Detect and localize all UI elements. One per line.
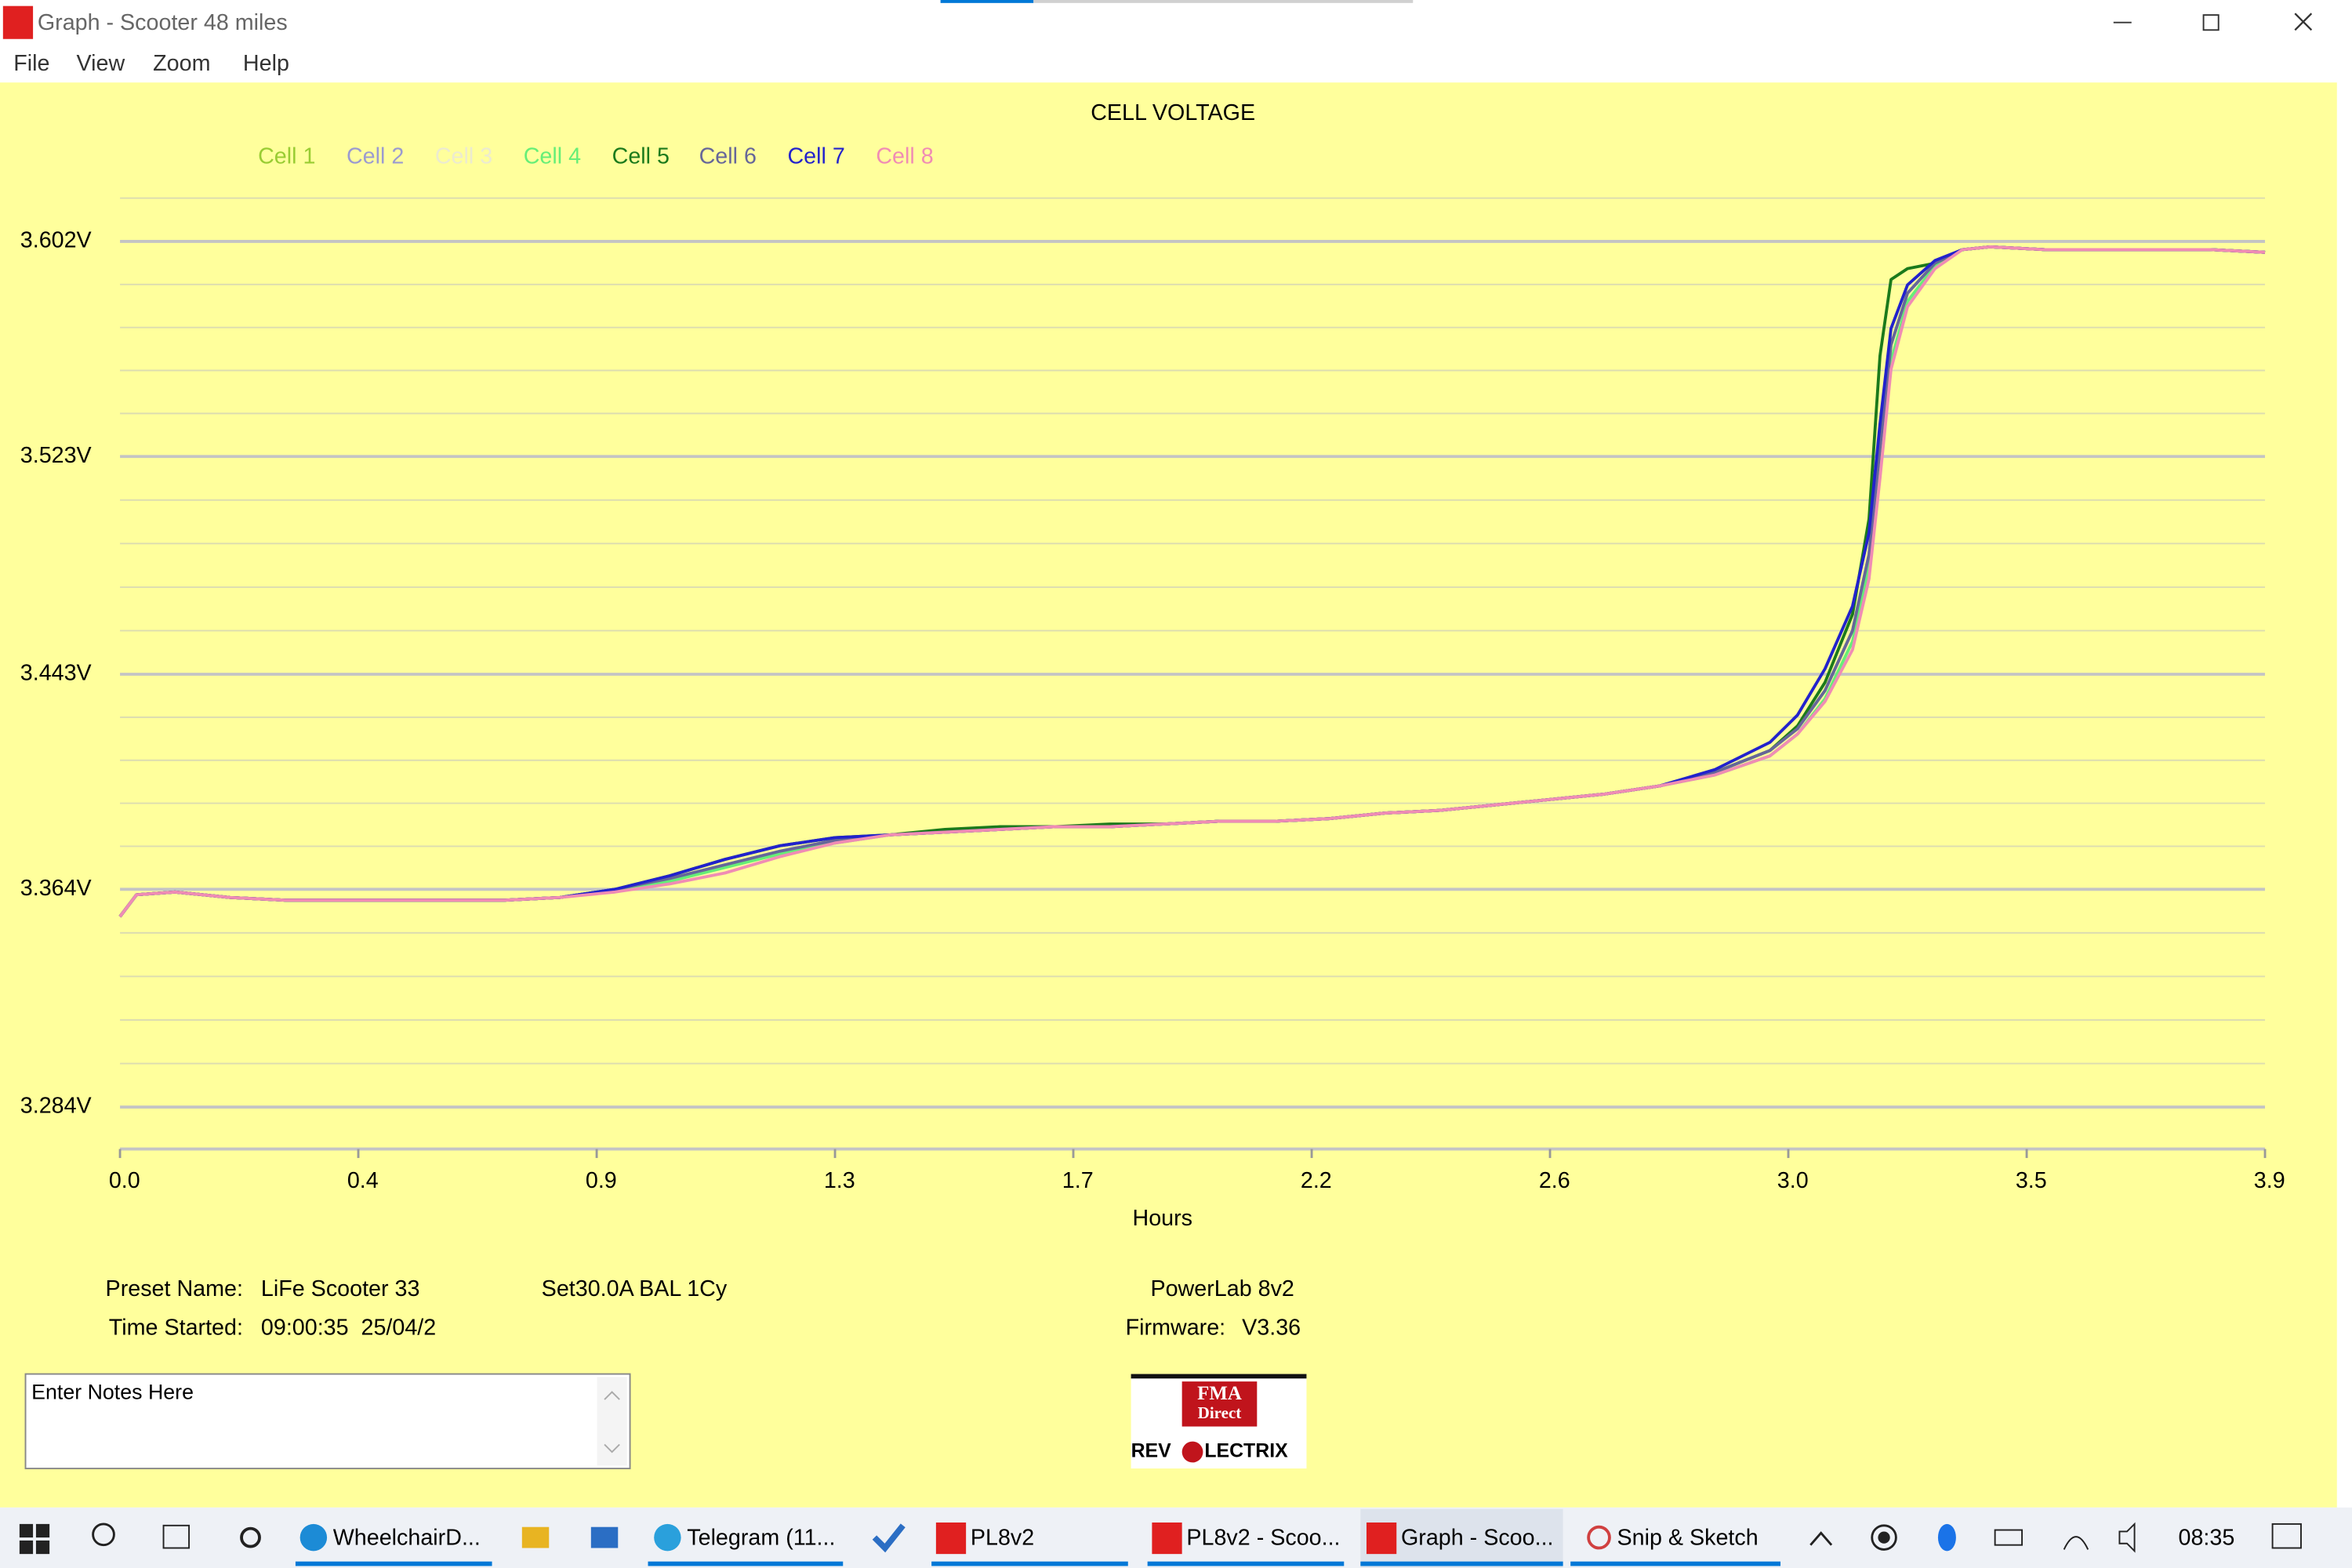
tray-icon[interactable] <box>1871 1524 1897 1551</box>
x-axis-label: Hours <box>1133 1206 1193 1231</box>
y-tick-label: 3.284V <box>20 1094 93 1119</box>
x-tick-label: 1.3 <box>824 1168 855 1193</box>
y-tick-label: 3.364V <box>20 876 93 901</box>
notes-box[interactable] <box>24 1373 631 1470</box>
logo-text: LECTRIX <box>1204 1440 1288 1462</box>
app-icon[interactable] <box>872 1523 906 1553</box>
app-icon <box>1366 1522 1397 1555</box>
info-value: 09:00:35 25/04/2 <box>261 1316 436 1341</box>
logo-text: REV <box>1131 1440 1172 1462</box>
tray-icon <box>1878 1531 1890 1544</box>
logo-icon <box>1181 1441 1203 1463</box>
plot: 3.284V 3.364V 3.443V 3.523V 3.602V 0.0 0.4 0.9 1… <box>20 143 2285 1193</box>
menu-item[interactable]: File <box>13 51 49 76</box>
menu-bar <box>0 46 2352 83</box>
tray-icon[interactable] <box>1809 1531 1833 1546</box>
scroll-arrows <box>604 1391 620 1454</box>
legend-entry: Cell 7 <box>787 143 844 169</box>
notes-text[interactable]: Enter Notes Here <box>31 1381 194 1404</box>
info-label: Time Started: <box>109 1316 243 1341</box>
search-icon[interactable] <box>92 1523 115 1547</box>
x-tick-label: 0.4 <box>347 1168 379 1193</box>
info-label: Firmware: <box>1126 1316 1226 1341</box>
app-icon[interactable] <box>590 1526 619 1548</box>
x-tick-label: 3.9 <box>2254 1168 2285 1193</box>
app-icon <box>1152 1522 1182 1555</box>
info-value: Set30.0A BAL 1Cy <box>542 1276 728 1301</box>
task-view[interactable] <box>162 1524 191 1549</box>
series-line <box>118 245 2266 918</box>
logo-badge <box>1181 1381 1258 1427</box>
taskbar-item[interactable]: WheelchairD... <box>333 1526 481 1551</box>
active-indicator <box>1360 1561 1563 1566</box>
x-tick-label: 0.9 <box>586 1168 617 1193</box>
title-bar <box>0 0 2352 47</box>
x-tick-label: 1.7 <box>1062 1168 1094 1193</box>
restore[interactable] <box>2202 14 2220 31</box>
app-icon <box>654 1523 681 1552</box>
info-value: V3.36 <box>1242 1316 1301 1341</box>
logo-bar <box>1131 1374 1307 1379</box>
active-indicator <box>1570 1561 1781 1566</box>
legend-entry: Cell 6 <box>699 143 757 169</box>
tray-icon[interactable] <box>2118 1522 2136 1553</box>
info-value: LiFe Scooter 33 <box>261 1276 420 1301</box>
legend-entry: Cell 8 <box>876 143 933 169</box>
close[interactable] <box>2294 13 2313 31</box>
tray-icon[interactable] <box>1994 1529 2024 1546</box>
taskbar-item[interactable]: Snip & Sketch <box>1617 1526 1758 1551</box>
start-button[interactable] <box>19 1523 50 1555</box>
notifications[interactable] <box>2271 1523 2302 1549</box>
taskbar-item[interactable]: Graph - Scoo... <box>1401 1526 1554 1551</box>
x-tick-label: 3.5 <box>2016 1168 2047 1193</box>
border <box>2336 82 2352 1508</box>
legend-entry: Cell 5 <box>612 143 670 169</box>
logo-text: FMA <box>1197 1383 1242 1404</box>
menu-item[interactable]: Help <box>243 51 289 76</box>
legend-entry: Cell 4 <box>524 143 581 169</box>
y-tick-label: 3.523V <box>20 443 93 468</box>
settings-icon[interactable] <box>240 1526 261 1548</box>
info-label: Preset Name: <box>106 1276 243 1301</box>
app-icon[interactable] <box>521 1526 550 1548</box>
taskbar-item[interactable]: PL8v2 - Scoo... <box>1186 1526 1340 1551</box>
app-icon <box>2 5 34 39</box>
y-tick-label: 3.602V <box>20 228 93 253</box>
tray-icon[interactable] <box>2063 1536 2089 1550</box>
legend-entry: Cell 3 <box>435 143 492 169</box>
info-value: PowerLab 8v2 <box>1150 1276 1294 1301</box>
menu-item[interactable]: View <box>77 51 125 76</box>
x-tick-label: 0.0 <box>109 1168 140 1193</box>
chart-title: CELL VOLTAGE <box>1091 100 1255 125</box>
active-indicator <box>1147 1561 1345 1566</box>
active-indicator <box>648 1561 844 1566</box>
clock[interactable]: 08:35 <box>2179 1526 2235 1551</box>
y-tick-label: 3.443V <box>20 661 93 686</box>
app-icon <box>935 1522 967 1555</box>
legend-entry: Cell 1 <box>258 143 315 169</box>
app-icon <box>299 1523 328 1552</box>
accent <box>940 0 1034 3</box>
window-title: Graph - Scooter 48 miles <box>38 10 288 35</box>
legend-entry: Cell 2 <box>347 143 404 169</box>
x-tick-label: 3.0 <box>1777 1168 1809 1193</box>
taskbar-item[interactable]: PL8v2 <box>971 1526 1034 1551</box>
logo-text: Direct <box>1198 1403 1242 1422</box>
x-tick-label: 2.2 <box>1301 1168 1332 1193</box>
active-indicator <box>931 1561 1128 1566</box>
menu-item[interactable]: Zoom <box>153 51 210 76</box>
active-indicator <box>295 1561 492 1566</box>
accent <box>1033 0 1414 3</box>
x-tick-label: 2.6 <box>1539 1168 1570 1193</box>
taskbar-item[interactable]: Telegram (11... <box>687 1526 835 1551</box>
tray-icon[interactable] <box>1937 1523 1956 1552</box>
graph-area <box>0 82 2337 1508</box>
app-icon <box>1587 1525 1611 1550</box>
